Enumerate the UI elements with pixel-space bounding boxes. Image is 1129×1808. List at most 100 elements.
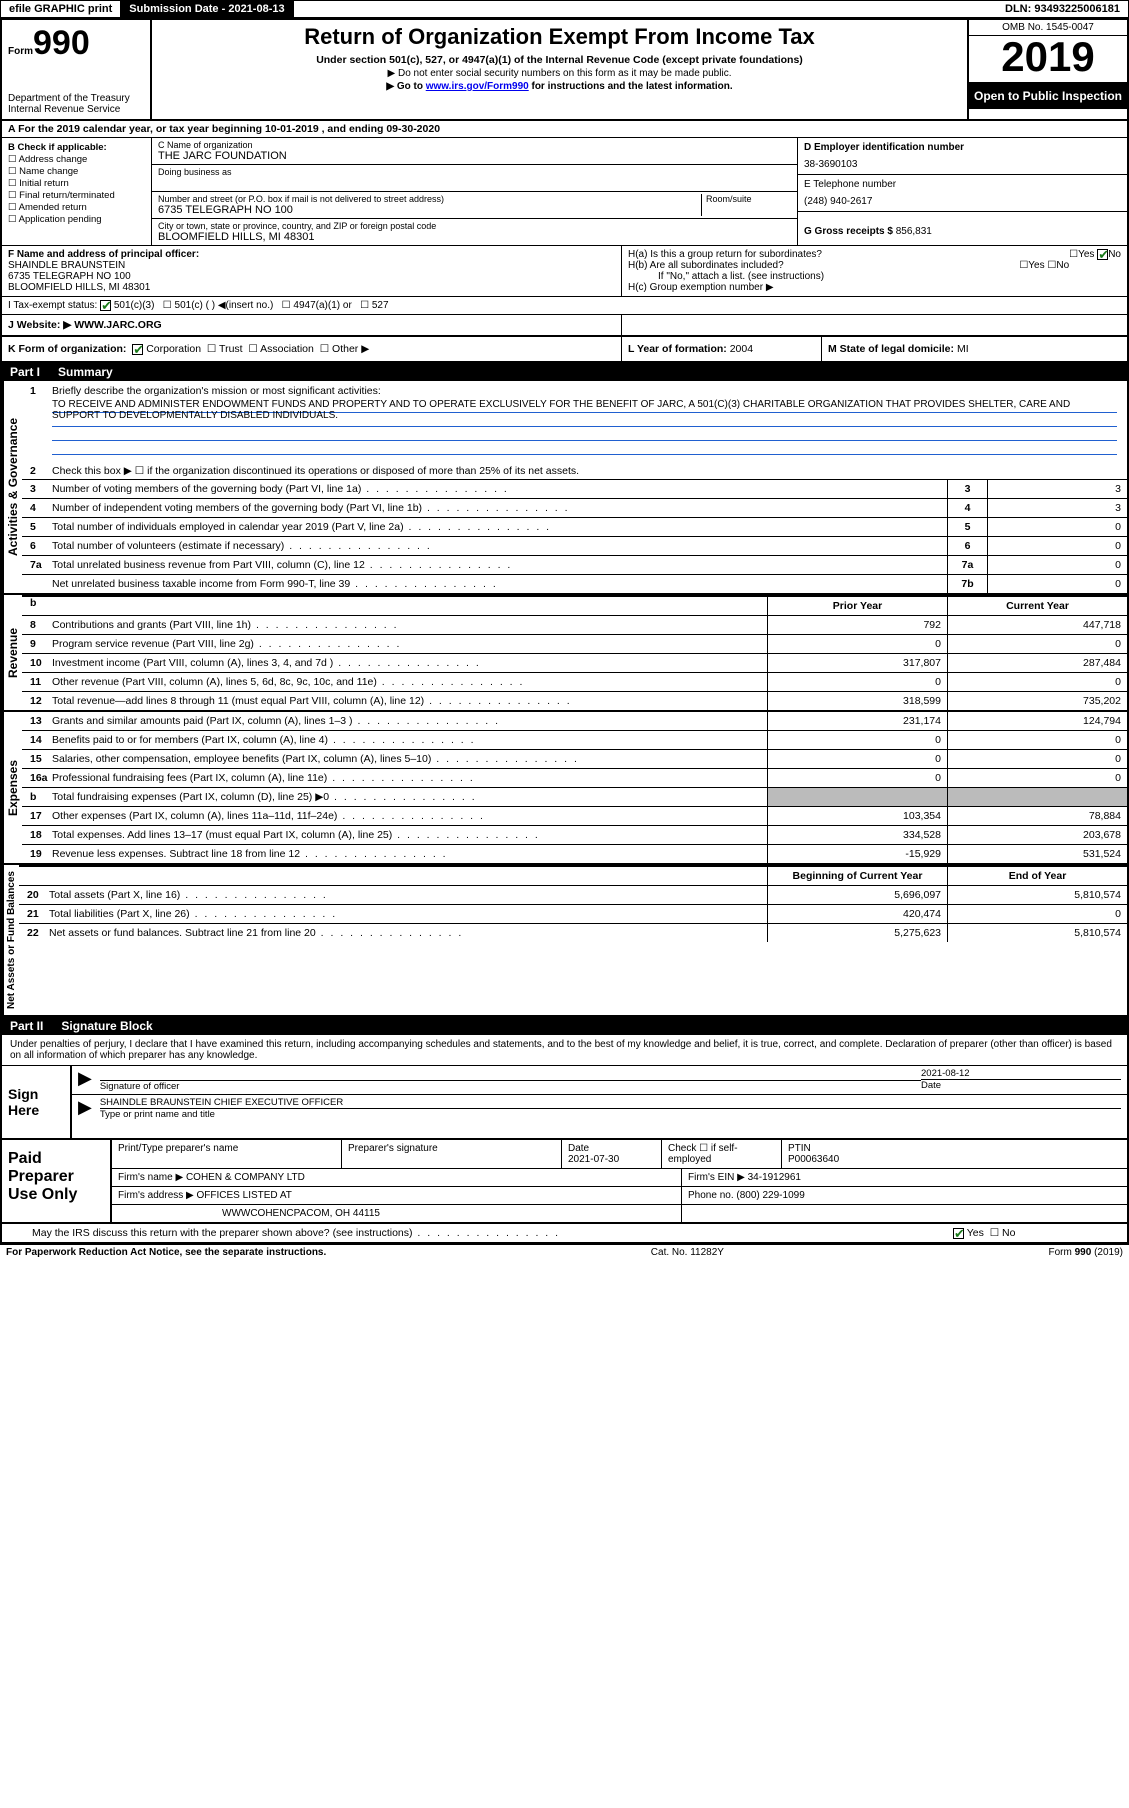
netassets-section: Net Assets or Fund Balances Beginning of…: [2, 865, 1127, 1017]
state-domicile: MI: [957, 343, 969, 355]
part1-row: 4Number of independent voting members of…: [22, 498, 1127, 517]
ha-row: H(a) Is this a group return for subordin…: [628, 249, 1121, 260]
row-i-tax-status: I Tax-exempt status: 501(c)(3) ☐ 501(c) …: [2, 297, 1127, 315]
city-row: City or town, state or province, country…: [152, 219, 797, 245]
money-row: 19Revenue less expenses. Subtract line 1…: [22, 844, 1127, 863]
arrow-icon: ▶: [78, 1068, 92, 1092]
money-row: 17Other expenses (Part IX, column (A), l…: [22, 806, 1127, 825]
cb-self-employed[interactable]: Check ☐ if self-employed: [662, 1140, 782, 1168]
money-row: 18Total expenses. Add lines 13–17 (must …: [22, 825, 1127, 844]
money-row: 10Investment income (Part VIII, column (…: [22, 653, 1127, 672]
header-left: Form990 Department of the Treasury Inter…: [2, 20, 152, 119]
money-row: 12Total revenue—add lines 8 through 11 (…: [22, 691, 1127, 710]
officer-addr2: BLOOMFIELD HILLS, MI 48301: [8, 282, 615, 293]
q2-discontinued: 2Check this box ▶ ☐ if the organization …: [22, 461, 1127, 479]
paid-preparer-label: Paid Preparer Use Only: [2, 1140, 112, 1222]
paid-preparer-section: Paid Preparer Use Only Print/Type prepar…: [2, 1140, 1127, 1224]
prep-row1: Print/Type preparer's name Preparer's si…: [112, 1140, 1127, 1169]
dln: DLN: 93493225006181: [997, 1, 1128, 17]
cb-name-change[interactable]: ☐ Name change: [8, 166, 145, 177]
cb-corporation[interactable]: [132, 344, 143, 355]
col-b-checkboxes: B Check if applicable: ☐ Address change …: [2, 138, 152, 245]
goto-note: ▶ Go to www.irs.gov/Form990 for instruct…: [158, 81, 961, 92]
dba-row: Doing business as: [152, 165, 797, 192]
phone-cell: E Telephone number (248) 940-2617: [798, 175, 1127, 212]
row-k-form-org: K Form of organization: Corporation ☐ Tr…: [2, 337, 1127, 363]
ha-no-checkbox[interactable]: [1097, 249, 1108, 260]
hb-row: H(b) Are all subordinates included? ☐Yes…: [628, 260, 1121, 271]
money-row: 16aProfessional fundraising fees (Part I…: [22, 768, 1127, 787]
cb-pending[interactable]: ☐ Application pending: [8, 214, 145, 225]
prep-row3: Firm's address ▶ OFFICES LISTED AT Phone…: [112, 1187, 1127, 1205]
footer-form: Form 990 (2019): [1049, 1247, 1123, 1258]
cb-address-change[interactable]: ☐ Address change: [8, 154, 145, 165]
ein-cell: D Employer identification number 38-3690…: [798, 138, 1127, 175]
cb-initial-return[interactable]: ☐ Initial return: [8, 178, 145, 189]
mission-text: TO RECEIVE AND ADMINISTER ENDOWMENT FUND…: [22, 399, 1127, 461]
cb-501c3[interactable]: [100, 300, 111, 311]
prep-row4: WWWCOHENCPACOM, OH 44115: [112, 1205, 1127, 1222]
form-number: 990: [33, 24, 90, 62]
tab-activities-governance: Activities & Governance: [2, 381, 22, 593]
cb-final-return[interactable]: ☐ Final return/terminated: [8, 190, 145, 201]
website-url: WWW.JARC.ORG: [74, 319, 162, 331]
gross-cell: G Gross receipts $ 856,831: [798, 212, 1127, 241]
h-group-cell: H(a) Is this a group return for subordin…: [622, 246, 1127, 296]
efile-label: efile GRAPHIC print: [1, 1, 121, 17]
officer-cell: F Name and address of principal officer:…: [2, 246, 622, 296]
dept-label: Department of the Treasury Internal Reve…: [8, 93, 144, 115]
money-row: 20Total assets (Part X, line 16)5,696,09…: [19, 886, 1127, 904]
discuss-row: May the IRS discuss this return with the…: [2, 1224, 1127, 1243]
part1-row: Net unrelated business taxable income fr…: [22, 574, 1127, 593]
row-f-h: F Name and address of principal officer:…: [2, 246, 1127, 297]
submission-date: Submission Date - 2021-08-13: [121, 1, 293, 17]
form-header: Form990 Department of the Treasury Inter…: [2, 20, 1127, 121]
row-j-website: J Website: ▶ WWW.JARC.ORG: [2, 315, 1127, 337]
top-bar: efile GRAPHIC print Submission Date - 20…: [0, 0, 1129, 18]
form990-link[interactable]: www.irs.gov/Form990: [426, 81, 529, 92]
money-header: b Prior Year Current Year: [22, 595, 1127, 616]
firm-ein: 34-1912961: [748, 1172, 801, 1183]
header-mid: Return of Organization Exempt From Incom…: [152, 20, 967, 119]
footer-catno: Cat. No. 11282Y: [326, 1247, 1048, 1258]
part1-row: 3Number of voting members of the governi…: [22, 479, 1127, 498]
officer-printed-name: SHAINDLE BRAUNSTEIN CHIEF EXECUTIVE OFFI…: [100, 1097, 1121, 1108]
firm-city: WWWCOHENCPACOM, OH 44115: [112, 1205, 682, 1222]
col-c-org-info: C Name of organization THE JARC FOUNDATI…: [152, 138, 797, 245]
netassets-header: Beginning of Current Year End of Year: [19, 865, 1127, 886]
form-title: Return of Organization Exempt From Incom…: [158, 24, 961, 50]
form-label: Form: [8, 46, 33, 57]
money-row: 21Total liabilities (Part X, line 26)420…: [19, 904, 1127, 923]
org-city: BLOOMFIELD HILLS, MI 48301: [158, 231, 791, 243]
tab-expenses: Expenses: [2, 712, 22, 863]
org-name-row: C Name of organization THE JARC FOUNDATI…: [152, 138, 797, 165]
hc-row: H(c) Group exemption number ▶: [628, 282, 1121, 293]
arrow-icon: ▶: [78, 1097, 92, 1120]
part1-body: Activities & Governance 1Briefly describ…: [2, 381, 1127, 595]
year-formation: 2004: [730, 343, 753, 355]
hdr-beginning-year: Beginning of Current Year: [767, 867, 947, 885]
money-row: 15Salaries, other compensation, employee…: [22, 749, 1127, 768]
tab-net-assets: Net Assets or Fund Balances: [2, 865, 19, 1015]
firm-address: OFFICES LISTED AT: [197, 1190, 292, 1201]
org-address: 6735 TELEGRAPH NO 100: [158, 204, 701, 216]
prep-row2: Firm's name ▶ COHEN & COMPANY LTD Firm's…: [112, 1169, 1127, 1187]
footer-notice: For Paperwork Reduction Act Notice, see …: [6, 1247, 326, 1258]
cb-amended[interactable]: ☐ Amended return: [8, 202, 145, 213]
firm-phone: (800) 229-1099: [736, 1190, 804, 1201]
ptin: P00063640: [788, 1154, 839, 1165]
section-b-to-g: B Check if applicable: ☐ Address change …: [2, 138, 1127, 246]
form-990-frame: Form990 Department of the Treasury Inter…: [0, 18, 1129, 1245]
col-b-title: B Check if applicable:: [8, 142, 145, 153]
hdr-end-year: End of Year: [947, 867, 1127, 885]
money-row: bTotal fundraising expenses (Part IX, co…: [22, 787, 1127, 806]
signature-intro: Under penalties of perjury, I declare th…: [2, 1035, 1127, 1066]
row-a-tax-year: A For the 2019 calendar year, or tax yea…: [2, 121, 1127, 138]
part1-header: Part ISummary: [2, 363, 1127, 381]
sign-here-section: Sign Here ▶ Signature of officer 2021-08…: [2, 1066, 1127, 1140]
firm-name: COHEN & COMPANY LTD: [186, 1172, 305, 1183]
gross-receipts: 856,831: [896, 226, 932, 237]
discuss-yes[interactable]: [953, 1228, 964, 1239]
prep-date: 2021-07-30: [568, 1154, 619, 1165]
hdr-prior-year: Prior Year: [767, 597, 947, 615]
